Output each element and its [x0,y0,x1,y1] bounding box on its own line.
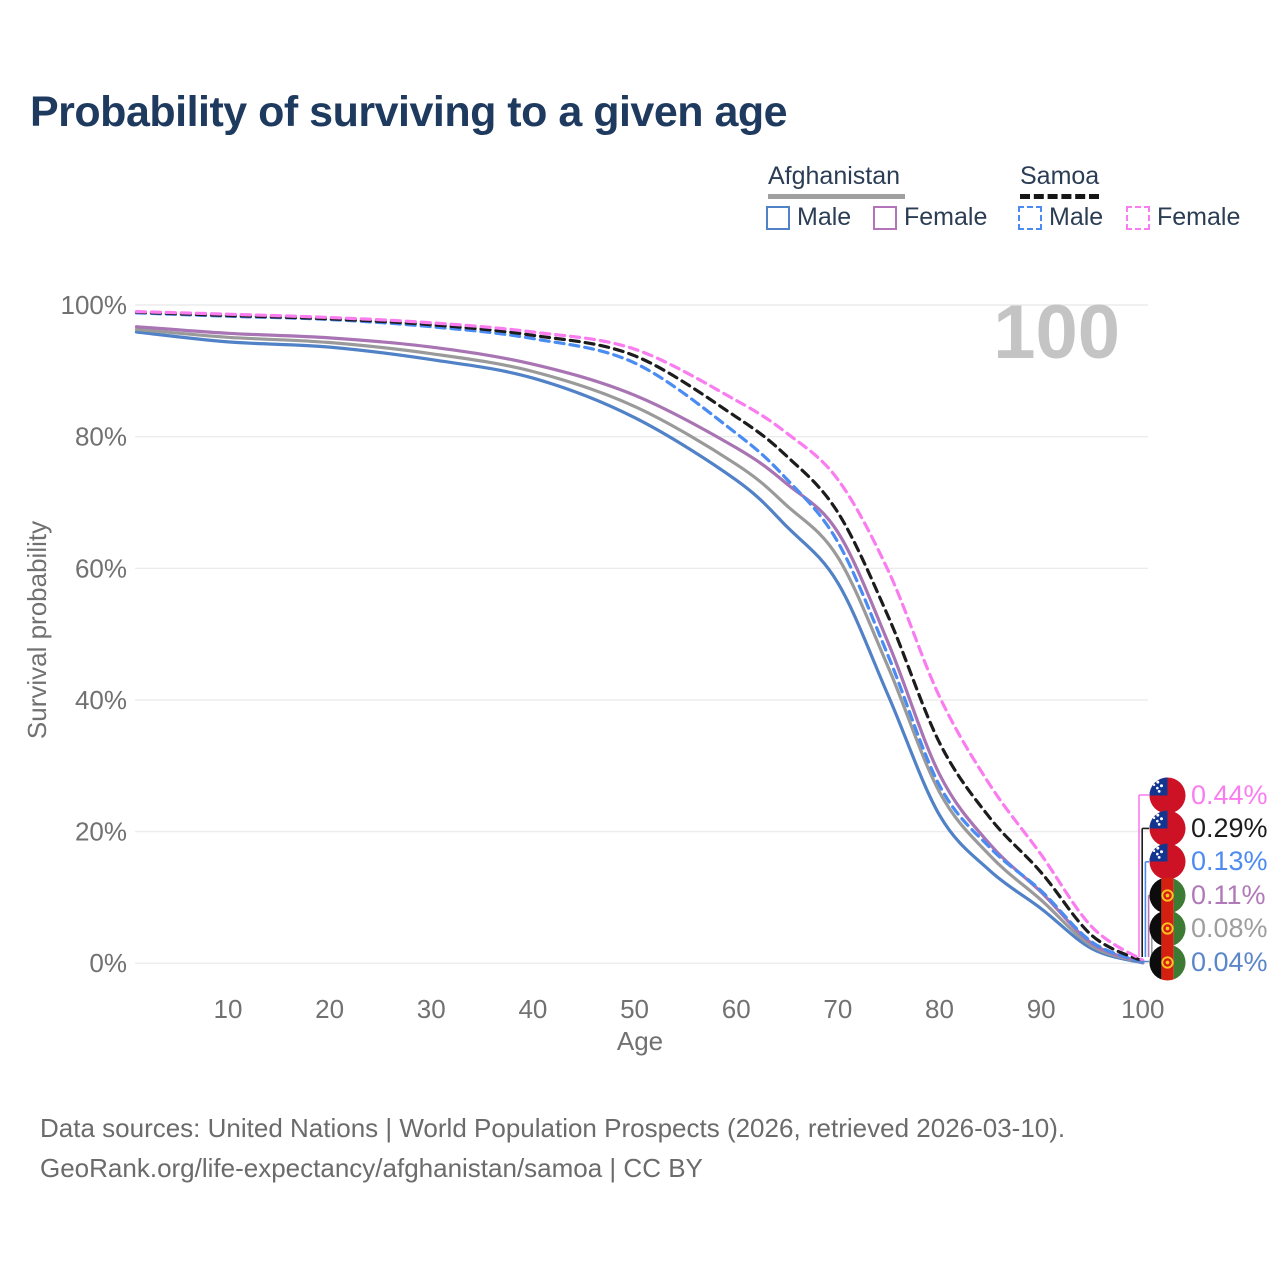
end-label-samoa-both-sexes: 0.29% [1149,807,1268,849]
end-label-value: 0.11% [1191,879,1266,910]
end-label-value: 0.44% [1191,779,1268,810]
y-tick-label-100: 100% [61,290,128,320]
end-label-afghanistan-male: 0.04% [1149,941,1268,983]
curve-afghanistan-both-sexes [134,327,1145,965]
page-title: Probability of surviving to a given age [30,88,788,136]
legend-label: Female [904,203,988,231]
y-tick-label-20: 20% [75,817,127,847]
afghanistan-flag-icon [1149,943,1186,981]
legend-swatch-samoa-female [1126,205,1150,230]
x-axis-title: Age [617,1026,663,1056]
x-tick-label-60: 60 [722,994,751,1024]
x-tick-label-80: 80 [925,994,954,1024]
x-tick-label-50: 50 [620,994,649,1024]
x-tick-label-40: 40 [518,994,547,1024]
samoa-flag-icon [1149,776,1186,814]
end-label-value: 0.13% [1191,846,1268,877]
leader-line-samoa-male [1144,861,1149,957]
footer-sources: Data sources: United Nations | World Pop… [40,1113,1066,1143]
footer: Data sources: United Nations | World Pop… [40,1108,1065,1188]
age-counter-watermark: 100 [993,290,1120,375]
legend-swatch-afghanistan-female [873,205,897,230]
leader-line-samoa-female [1138,794,1149,957]
afghanistan-flag-icon [1149,910,1186,947]
legend-label: Male [1049,203,1104,231]
end-label-value: 0.29% [1191,812,1268,843]
y-tick-label-80: 80% [75,422,127,452]
x-tick-label-70: 70 [823,994,852,1024]
curve-afghanistan-female [134,325,1145,965]
legend-item-samoa-male[interactable]: Male [1018,203,1103,232]
end-label-afghanistan-both-sexes: 0.08% [1149,908,1268,950]
x-tick-label-30: 30 [417,994,446,1024]
end-label-value: 0.08% [1191,913,1268,944]
end-label-samoa-female: 0.44% [1149,774,1268,816]
legend-item-samoa-female[interactable]: Female [1126,203,1240,232]
legend-item-afghanistan-female[interactable]: Female [873,203,987,232]
legend-group-samoa: Samoa [1020,162,1100,190]
legend-underline-samoa [1020,194,1099,199]
legend-group-afghanistan: Afghanistan [768,162,901,190]
legend-swatch-afghanistan-male [766,205,790,230]
end-label-samoa-male: 0.13% [1149,841,1268,883]
end-label-afghanistan-female: 0.11% [1149,874,1266,916]
end-label-value: 0.04% [1191,946,1268,977]
y-tick-label-60: 60% [75,553,127,583]
y-tick-label-0: 0% [89,948,127,978]
curve-afghanistan-male [134,330,1145,965]
legend-swatch-samoa-male [1018,205,1042,230]
legend-underline-afghanistan [768,194,905,199]
x-tick-label-10: 10 [213,994,242,1024]
afghanistan-flag-icon [1149,877,1186,914]
x-tick-label-100: 100 [1121,994,1164,1024]
y-tick-label-40: 40% [75,685,127,715]
curve-samoa-female [134,310,1145,962]
footer-attribution: GeoRank.org/life-expectancy/afghanistan/… [40,1153,703,1183]
legend-label: Female [1157,203,1241,231]
samoa-flag-icon [1149,843,1186,880]
leader-line-samoa-both-sexes [1141,827,1149,957]
y-axis-title: Survival probability [22,521,52,739]
x-tick-label-20: 20 [315,994,344,1024]
legend-label: Male [797,203,852,231]
legend-item-afghanistan-male[interactable]: Male [766,203,851,232]
samoa-flag-icon [1149,810,1186,847]
x-tick-label-90: 90 [1027,994,1056,1024]
